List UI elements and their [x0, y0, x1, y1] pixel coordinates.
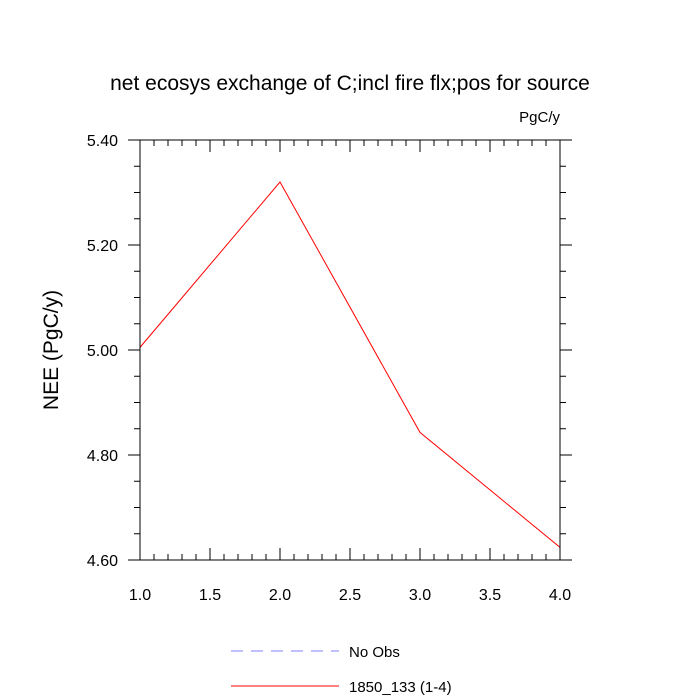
x-tick-label: 2.5 — [339, 587, 361, 604]
y-tick-label: 5.00 — [87, 343, 118, 360]
axis-tick-labels: 1.0 1.5 2.0 2.5 3.0 3.5 4.0 4.60 4.80 5.00 5.20 5.4… — [87, 133, 571, 604]
x-tick-label: 3.0 — [409, 587, 431, 604]
series-line — [139, 181, 561, 548]
x-tick-label: 3.5 — [479, 587, 501, 604]
x-tick-label: 4.0 — [549, 587, 571, 604]
series-lines — [139, 181, 561, 548]
units-label: PgC/y — [519, 109, 560, 126]
legend-label: 1850_133 (1-4) — [349, 679, 452, 696]
axis-ticks — [128, 139, 572, 561]
x-tick-label: 1.0 — [129, 587, 151, 604]
x-tick-label: 1.5 — [199, 587, 221, 604]
y-tick-label: 4.80 — [87, 448, 118, 465]
y-axis-label: NEE (PgC/y) — [40, 290, 63, 410]
y-tick-label: 5.20 — [87, 238, 118, 255]
chart-title: net ecosys exchange of C;incl fire flx;p… — [110, 72, 590, 95]
plot-frame — [139, 139, 561, 561]
y-tick-label: 5.40 — [87, 133, 118, 150]
legend-label: No Obs — [349, 644, 400, 661]
x-tick-label: 2.0 — [269, 587, 291, 604]
y-tick-label: 4.60 — [87, 553, 118, 570]
legend: No Obs 1850_133 (1-4) — [231, 644, 452, 696]
